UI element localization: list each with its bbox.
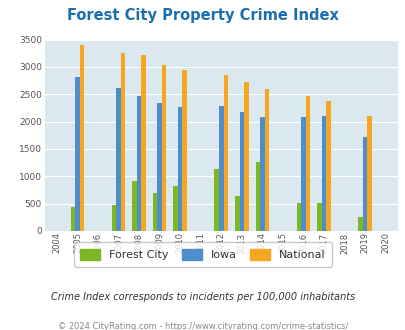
Bar [239, 112, 243, 231]
Bar [234, 196, 239, 231]
Bar [305, 96, 309, 231]
Bar [316, 203, 321, 231]
Bar [182, 70, 187, 231]
Bar [70, 208, 75, 231]
Bar [362, 138, 367, 231]
Bar [218, 106, 223, 231]
Bar [301, 117, 305, 231]
Bar [162, 65, 166, 231]
Bar [367, 115, 371, 231]
Bar [264, 89, 269, 231]
Bar [121, 53, 125, 231]
Bar [255, 162, 260, 231]
Bar [325, 101, 330, 231]
Text: © 2024 CityRating.com - https://www.cityrating.com/crime-statistics/: © 2024 CityRating.com - https://www.city… [58, 322, 347, 330]
Bar [157, 103, 162, 231]
Bar [243, 82, 248, 231]
Bar [141, 55, 145, 231]
Bar [296, 203, 301, 231]
Bar [116, 88, 121, 231]
Bar [75, 77, 79, 231]
Bar [111, 205, 116, 231]
Bar [79, 45, 84, 231]
Bar [214, 169, 218, 231]
Text: Forest City Property Crime Index: Forest City Property Crime Index [67, 8, 338, 23]
Bar [223, 75, 228, 231]
Legend: Forest City, Iowa, National: Forest City, Iowa, National [73, 242, 332, 267]
Bar [153, 193, 157, 231]
Bar [177, 107, 182, 231]
Bar [132, 181, 136, 231]
Bar [173, 186, 177, 231]
Bar [321, 115, 325, 231]
Bar [357, 217, 362, 231]
Bar [260, 117, 264, 231]
Bar [136, 96, 141, 231]
Text: Crime Index corresponds to incidents per 100,000 inhabitants: Crime Index corresponds to incidents per… [51, 292, 354, 302]
